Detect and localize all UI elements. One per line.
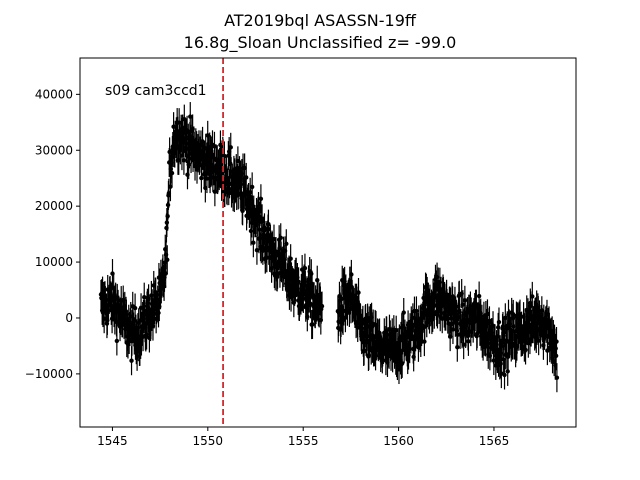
data-point <box>132 305 138 311</box>
x-axis: 1545 1550 1555 1560 1565 <box>97 427 509 448</box>
y-tick-label: 10000 <box>35 255 73 269</box>
data-point <box>466 339 471 344</box>
data-point <box>460 302 466 307</box>
data-point <box>502 372 507 378</box>
data-point <box>501 357 506 362</box>
data-point <box>251 240 256 245</box>
data-point <box>495 325 501 330</box>
data-point <box>228 145 233 150</box>
data-point <box>257 227 262 233</box>
data-point <box>288 256 293 261</box>
data-points <box>98 102 560 393</box>
data-point <box>254 248 260 253</box>
x-tick-label: 1560 <box>383 434 414 448</box>
data-point <box>315 278 320 283</box>
data-point <box>310 322 315 327</box>
data-point <box>394 328 399 333</box>
data-point <box>554 339 559 344</box>
data-point <box>114 338 120 344</box>
data-point <box>302 265 308 271</box>
data-point <box>165 257 170 262</box>
data-point <box>505 369 510 374</box>
data-point <box>461 342 466 347</box>
chart-subtitle: 16.8g_Sloan Unclassified z= -99.0 <box>184 33 457 53</box>
x-tick-label: 1550 <box>193 434 224 448</box>
data-point <box>249 184 255 190</box>
data-point <box>450 327 456 332</box>
data-point <box>366 353 372 358</box>
data-point <box>476 293 482 299</box>
data-point <box>361 348 367 353</box>
data-point <box>181 158 187 163</box>
data-point <box>244 175 249 180</box>
data-point <box>164 220 170 225</box>
y-tick-label: 20000 <box>35 199 73 213</box>
x-tick-label: 1555 <box>288 434 319 448</box>
data-point <box>422 339 427 344</box>
y-tick-label: 30000 <box>35 143 73 157</box>
x-tick-label: 1565 <box>479 434 510 448</box>
y-tick-label: −10000 <box>25 367 73 381</box>
data-point <box>284 241 289 246</box>
data-point <box>204 176 210 181</box>
y-tick-label: 0 <box>65 311 73 325</box>
data-point <box>496 319 502 325</box>
data-point <box>296 279 301 284</box>
y-tick-label: 40000 <box>35 87 73 101</box>
axes-frame <box>79 57 577 428</box>
data-point <box>319 303 325 309</box>
data-point <box>474 301 479 307</box>
data-point <box>301 296 306 301</box>
x-tick-label: 1545 <box>97 434 128 448</box>
data-point <box>248 228 254 234</box>
data-point <box>259 216 265 222</box>
data-point <box>440 316 445 321</box>
camera-annotation: s09 cam3ccd1 <box>105 83 207 99</box>
chart-title: AT2019bql ASASSN-19ff <box>224 11 417 30</box>
data-point <box>554 375 560 380</box>
data-point <box>169 170 175 176</box>
data-point <box>142 294 147 300</box>
data-point <box>258 196 264 201</box>
data-point <box>339 296 345 302</box>
y-axis: −10000 0 10000 20000 30000 40000 <box>25 87 80 381</box>
data-point <box>309 271 314 276</box>
data-point <box>401 310 406 315</box>
data-point <box>156 310 161 316</box>
data-point <box>399 361 405 366</box>
data-point <box>414 308 419 314</box>
data-point <box>305 314 310 320</box>
data-point <box>129 358 134 363</box>
data-point <box>278 235 283 241</box>
data-point <box>186 162 191 167</box>
data-point <box>530 294 535 299</box>
